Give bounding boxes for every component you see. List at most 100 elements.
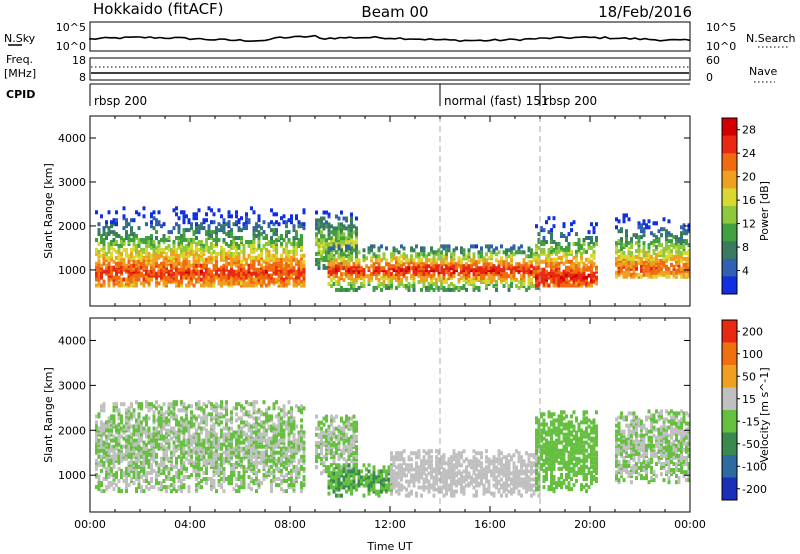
- heatmap-cell: [502, 268, 506, 273]
- heatmap-cell: [150, 277, 153, 282]
- heatmap-cell: [495, 287, 498, 292]
- heatmap-cell: [330, 260, 333, 265]
- heatmap-cell: [162, 471, 166, 475]
- heatmap-cell: [105, 428, 108, 433]
- heatmap-cell: [200, 416, 203, 421]
- heatmap-cell: [142, 430, 146, 435]
- heatmap-cell: [115, 261, 118, 266]
- heatmap-cell: [245, 410, 248, 415]
- heatmap-cell: [157, 414, 161, 419]
- heatmap-cell: [137, 402, 141, 407]
- heatmap-cell: [102, 477, 106, 481]
- heatmap-cell: [342, 256, 346, 261]
- heatmap-cell: [190, 222, 193, 227]
- heatmap-cell: [447, 266, 451, 271]
- heatmap-cell: [577, 267, 581, 272]
- heatmap-cell: [132, 452, 136, 457]
- heatmap-cell: [550, 245, 553, 250]
- heatmap-cell: [322, 238, 326, 243]
- heatmap-cell: [335, 258, 338, 263]
- heatmap-cell: [152, 267, 156, 272]
- heatmap-cell: [142, 456, 146, 461]
- heatmap-cell: [195, 446, 198, 451]
- heatmap-cell: [180, 416, 183, 421]
- heatmap-cell: [277, 432, 281, 437]
- heatmap-cell: [107, 485, 111, 490]
- heatmap-cell: [225, 477, 228, 481]
- heatmap-cell: [152, 442, 156, 447]
- heatmap-cell: [570, 259, 573, 264]
- heatmap-cell: [437, 278, 441, 282]
- heatmap-cell: [382, 266, 386, 271]
- heatmap-cell: [195, 436, 198, 441]
- heatmap-cell: [115, 240, 118, 244]
- colorbar-frame: [721, 117, 738, 295]
- heatmap-cell: [132, 218, 136, 223]
- heatmap-cell: [325, 210, 328, 215]
- heatmap-cell: [467, 258, 471, 263]
- heatmap-cell: [670, 256, 673, 261]
- heatmap-cell: [252, 436, 256, 441]
- heatmap-cell: [145, 240, 148, 244]
- heatmap-cell: [357, 285, 361, 290]
- heatmap-cell: [190, 462, 193, 467]
- heatmap-cell: [522, 274, 526, 279]
- heatmap-cell: [230, 444, 233, 449]
- heatmap-cell: [512, 274, 516, 279]
- heatmap-cell: [230, 214, 233, 219]
- heatmap-cell: [275, 442, 278, 447]
- heatmap-cell: [557, 277, 561, 282]
- heatmap-cell: [207, 281, 211, 286]
- heatmap-cell: [682, 256, 686, 261]
- heatmap-cell: [185, 422, 188, 427]
- heatmap-cell: [477, 266, 481, 271]
- heatmap-cell: [510, 264, 513, 269]
- heatmap-cell: [385, 262, 388, 267]
- heatmap-cell: [412, 268, 416, 273]
- heatmap-cell: [125, 277, 128, 282]
- heatmap-cell: [260, 263, 263, 268]
- heatmap-cell: [575, 249, 578, 254]
- heatmap-cell: [125, 408, 128, 413]
- heatmap-cell: [117, 442, 121, 447]
- heatmap-cell: [247, 442, 251, 447]
- heatmap-cell: [240, 479, 243, 483]
- heatmap-cell: [545, 253, 548, 258]
- heatmap-cell: [165, 238, 168, 242]
- heatmap-cell: [187, 238, 191, 242]
- heatmap-cell: [135, 442, 138, 447]
- heatmap-cell: [255, 279, 258, 284]
- freq-label-2: [MHz]: [4, 67, 36, 80]
- heatmap-cell: [360, 282, 363, 286]
- heatmap-cell: [265, 283, 268, 288]
- heatmap-cell: [145, 485, 148, 490]
- heatmap-cell: [265, 269, 268, 274]
- heatmap-cell: [347, 262, 351, 267]
- heatmap-cell: [172, 440, 176, 445]
- heatmap-cell: [120, 475, 123, 479]
- heatmap-cell: [620, 256, 623, 261]
- heatmap-cell: [282, 420, 286, 425]
- heatmap-cell: [97, 487, 101, 492]
- heatmap-cell: [240, 434, 243, 439]
- heatmap-cell: [647, 225, 651, 230]
- heatmap-cell: [107, 226, 111, 231]
- heatmap-cell: [327, 260, 331, 264]
- heatmap-cell: [672, 270, 676, 275]
- heatmap-cell: [95, 422, 98, 427]
- heatmap-cell: [257, 468, 261, 473]
- heatmap-cell: [377, 254, 381, 259]
- heatmap-cell: [212, 442, 216, 447]
- heatmap-cell: [112, 487, 116, 492]
- heatmap-cell: [372, 244, 376, 249]
- heatmap-cell: [257, 460, 261, 465]
- heatmap-cell: [130, 402, 133, 407]
- heatmap-cell: [222, 479, 226, 483]
- heatmap-cell: [332, 282, 336, 286]
- heatmap-cell: [392, 264, 396, 269]
- heatmap-cell: [217, 452, 221, 457]
- heatmap-cell: [202, 416, 206, 421]
- heatmap-cell: [257, 236, 261, 240]
- heatmap-cell: [262, 430, 266, 435]
- heatmap-cell: [167, 432, 171, 437]
